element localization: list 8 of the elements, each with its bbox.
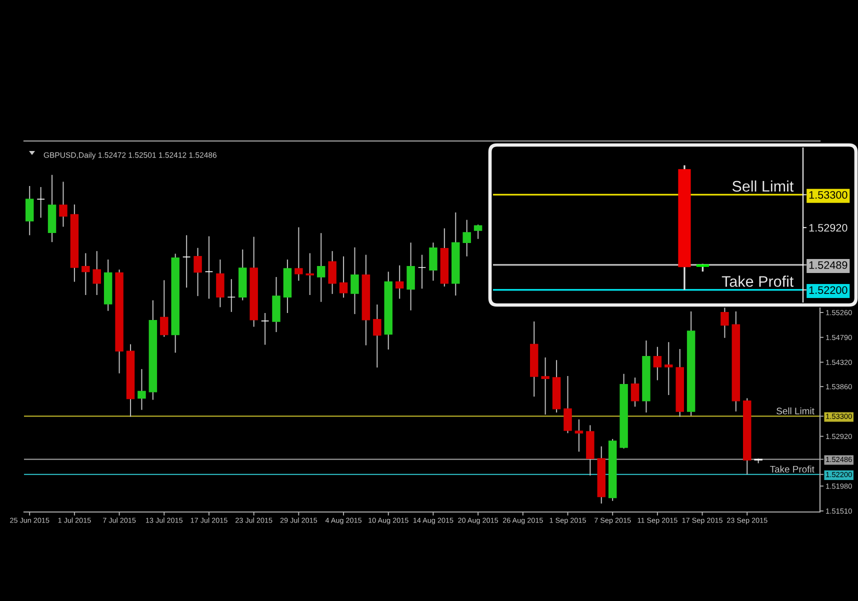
- ref-line-label: Sell Limit: [732, 180, 794, 192]
- ref-line-label: Take Profit: [722, 276, 794, 287]
- ref-line-label: Take Profit: [770, 466, 814, 473]
- y-tick-label: 1.52920: [809, 224, 848, 232]
- y-tick-label: 1.53300: [809, 191, 848, 199]
- ref-line-label: Sell Limit: [776, 407, 814, 414]
- y-tick-label: 1.52200: [809, 286, 848, 294]
- y-tick-label: 1.52489: [809, 261, 848, 269]
